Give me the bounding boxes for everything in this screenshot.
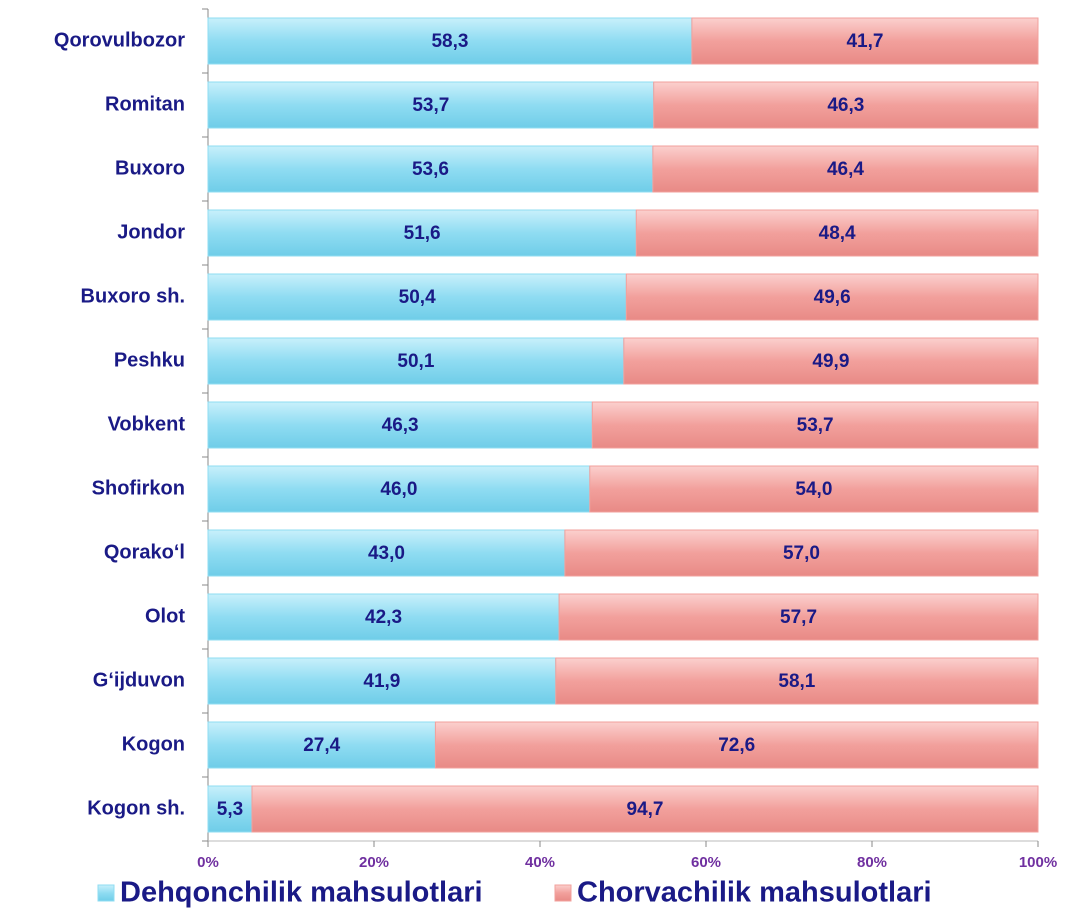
legend-swatch xyxy=(97,884,115,902)
category-label: Jondor xyxy=(117,221,185,243)
value-label: 51,6 xyxy=(404,223,441,244)
category-label: G‘ijduvon xyxy=(93,669,185,691)
bar-segment xyxy=(251,785,1039,833)
value-label: 58,1 xyxy=(778,671,815,692)
bar-segment xyxy=(207,721,436,769)
bar-segment xyxy=(207,273,627,321)
value-label: 54,0 xyxy=(795,479,832,500)
bar-segment xyxy=(623,337,1039,385)
value-label: 46,4 xyxy=(827,159,864,180)
category-label: Kogon xyxy=(122,733,185,755)
value-label: 46,3 xyxy=(827,95,864,116)
value-label: 57,7 xyxy=(780,607,817,628)
category-label: Buxoro xyxy=(115,157,185,179)
bar-segment xyxy=(691,17,1039,65)
bar-segment xyxy=(207,465,591,513)
category-label: Qorako‘l xyxy=(104,541,185,563)
bar-segment xyxy=(207,337,625,385)
category-label: Kogon sh. xyxy=(87,797,185,819)
bar-segment xyxy=(558,593,1039,641)
category-label: Shofirkon xyxy=(92,477,185,499)
bar-segment xyxy=(653,81,1039,129)
x-tick-label: 0% xyxy=(197,854,219,871)
value-label: 41,7 xyxy=(846,31,883,52)
category-label: Qorovulbozor xyxy=(54,29,185,51)
value-label: 41,9 xyxy=(363,671,400,692)
value-label: 57,0 xyxy=(783,543,820,564)
value-label: 72,6 xyxy=(718,735,755,756)
bar-segment xyxy=(207,81,655,129)
bar-segment xyxy=(589,465,1039,513)
value-label: 46,3 xyxy=(382,415,419,436)
value-label: 49,9 xyxy=(812,351,849,372)
value-label: 42,3 xyxy=(365,607,402,628)
value-label: 43,0 xyxy=(368,543,405,564)
bar-segment xyxy=(555,657,1039,705)
bar-segment xyxy=(591,401,1039,449)
value-label: 50,1 xyxy=(397,351,434,372)
bar-segment xyxy=(207,657,557,705)
value-label: 48,4 xyxy=(819,223,856,244)
value-label: 53,7 xyxy=(797,415,834,436)
bar-segment xyxy=(625,273,1039,321)
bar-segment xyxy=(564,529,1039,577)
value-label: 50,4 xyxy=(399,287,436,308)
x-tick-label: 60% xyxy=(691,854,721,871)
x-tick-label: 20% xyxy=(359,854,389,871)
value-label: 53,6 xyxy=(412,159,449,180)
bar-segment xyxy=(635,209,1039,257)
bar-segment xyxy=(207,145,654,193)
bar-segment xyxy=(207,401,593,449)
x-tick-label: 40% xyxy=(525,854,555,871)
legend-swatch xyxy=(554,884,572,902)
value-label: 58,3 xyxy=(431,31,468,52)
category-label: Vobkent xyxy=(108,413,186,435)
bar-segment xyxy=(207,529,566,577)
bar-segment xyxy=(207,593,560,641)
bar-segment xyxy=(207,209,637,257)
value-label: 94,7 xyxy=(627,799,664,820)
category-label: Romitan xyxy=(105,93,185,115)
legend-label: Chorvachilik mahsulotlari xyxy=(577,877,932,909)
value-label: 27,4 xyxy=(303,735,340,756)
x-tick-label: 80% xyxy=(857,854,887,871)
value-label: 53,7 xyxy=(412,95,449,116)
bar-segment xyxy=(652,145,1039,193)
category-label: Olot xyxy=(145,605,185,627)
value-label: 49,6 xyxy=(814,287,851,308)
legend-label: Dehqonchilik mahsulotlari xyxy=(120,877,483,909)
value-label: 5,3 xyxy=(217,799,243,820)
bar-segment xyxy=(434,721,1039,769)
value-label: 46,0 xyxy=(380,479,417,500)
x-tick-label: 100% xyxy=(1019,854,1057,871)
category-label: Peshku xyxy=(114,349,185,371)
bar-segment xyxy=(207,785,253,833)
category-label: Buxoro sh. xyxy=(81,285,185,307)
